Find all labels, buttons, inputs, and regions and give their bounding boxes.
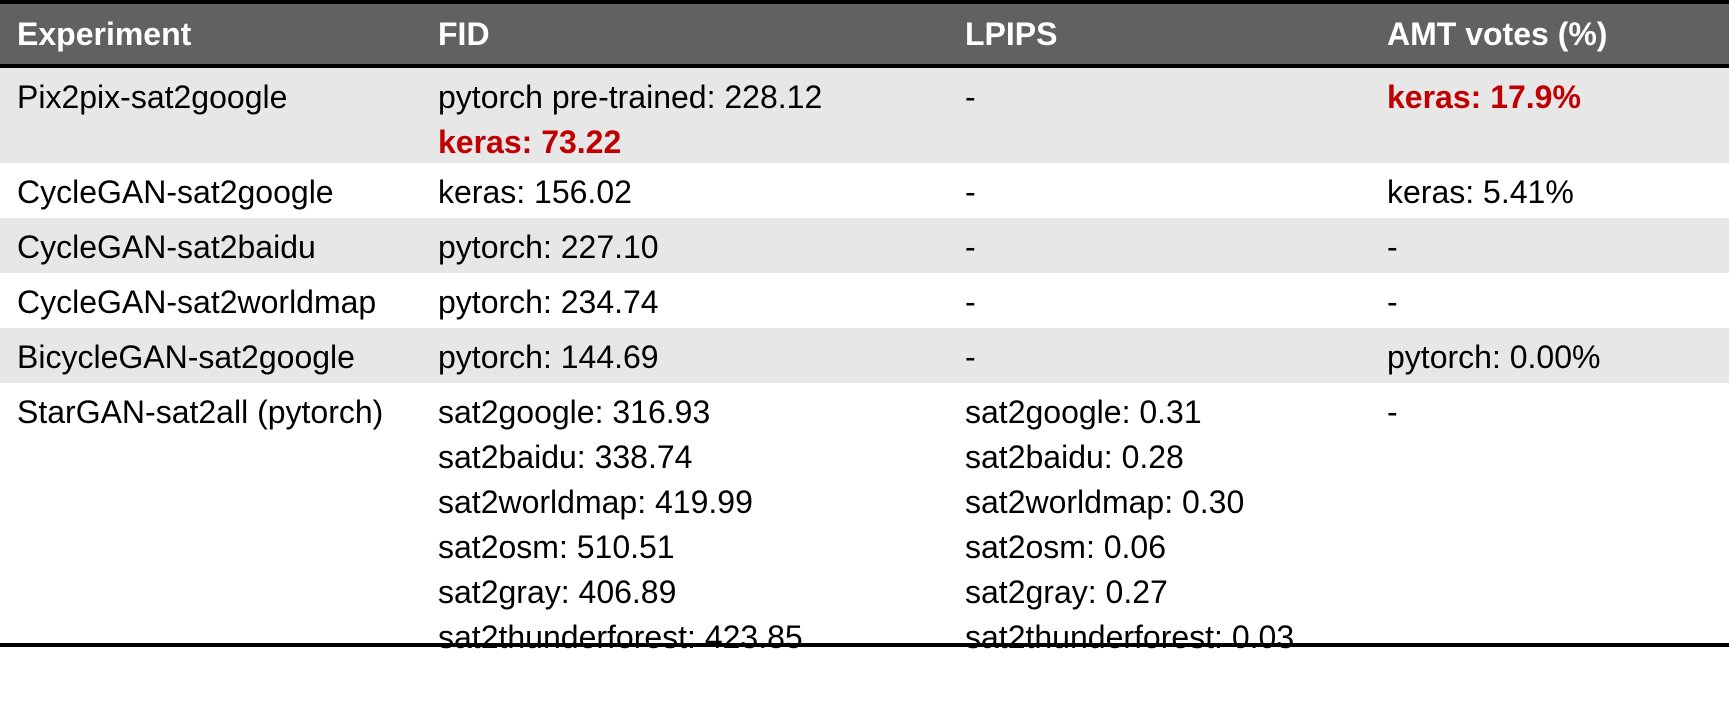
- fid-value-highlight: keras: 73.22: [438, 124, 622, 160]
- amt-value: -: [1387, 229, 1398, 265]
- experiment-cell: BicycleGAN-sat2google: [0, 328, 421, 380]
- lpips-value: -: [965, 339, 976, 375]
- experiment-name: BicycleGAN-sat2google: [17, 339, 355, 375]
- fid-value: sat2baidu: 338.74: [438, 439, 693, 475]
- experiment-cell: CycleGAN-sat2google: [0, 163, 421, 215]
- fid-value: pytorch pre-trained: 228.12: [438, 79, 823, 115]
- lpips-value: -: [965, 174, 976, 210]
- fid-value: sat2osm: 510.51: [438, 529, 675, 565]
- amt-value-highlight: keras: 17.9%: [1387, 79, 1581, 115]
- header-fid: FID: [438, 15, 490, 52]
- fid-value: pytorch: 144.69: [438, 339, 659, 375]
- table-row: CycleGAN-sat2google keras: 156.02 - kera…: [0, 163, 1729, 218]
- experiment-cell: StarGAN-sat2all (pytorch): [0, 383, 421, 435]
- table-row: CycleGAN-sat2baidu pytorch: 227.10 - -: [0, 218, 1729, 273]
- fid-value: sat2thunderforest: 423.85: [438, 619, 803, 655]
- table-row: BicycleGAN-sat2google pytorch: 144.69 - …: [0, 328, 1729, 383]
- experiment-name: CycleGAN-sat2baidu: [17, 229, 316, 265]
- lpips-cell: -: [948, 68, 1370, 120]
- amt-cell: pytorch: 0.00%: [1370, 328, 1729, 380]
- table-row: Pix2pix-sat2google pytorch pre-trained: …: [0, 68, 1729, 163]
- lpips-value: sat2gray: 0.27: [965, 574, 1168, 610]
- table-bottom-rule: [0, 643, 1729, 647]
- lpips-value: -: [965, 79, 976, 115]
- lpips-value: sat2osm: 0.06: [965, 529, 1166, 565]
- experiment-name: Pix2pix-sat2google: [17, 79, 288, 115]
- experiment-name: StarGAN-sat2all (pytorch): [17, 394, 384, 430]
- amt-cell: keras: 5.41%: [1370, 163, 1729, 215]
- table-row: CycleGAN-sat2worldmap pytorch: 234.74 - …: [0, 273, 1729, 328]
- fid-value: sat2gray: 406.89: [438, 574, 677, 610]
- fid-cell: pytorch: 227.10: [421, 218, 948, 270]
- table-row: StarGAN-sat2all (pytorch) sat2google: 31…: [0, 383, 1729, 655]
- fid-cell: keras: 156.02: [421, 163, 948, 215]
- amt-cell: -: [1370, 383, 1729, 435]
- lpips-value: -: [965, 229, 976, 265]
- lpips-value: sat2baidu: 0.28: [965, 439, 1184, 475]
- fid-value: pytorch: 234.74: [438, 284, 659, 320]
- lpips-value: sat2thunderforest: 0.03: [965, 619, 1295, 655]
- lpips-cell: -: [948, 218, 1370, 270]
- amt-value: -: [1387, 394, 1398, 430]
- fid-cell: pytorch pre-trained: 228.12 keras: 73.22: [421, 68, 948, 165]
- fid-value: keras: 156.02: [438, 174, 632, 210]
- results-table: Experiment FID LPIPS AMT votes (%) Pix2p…: [0, 0, 1729, 655]
- header-lpips: LPIPS: [965, 15, 1058, 52]
- amt-cell: -: [1370, 218, 1729, 270]
- fid-value: sat2google: 316.93: [438, 394, 711, 430]
- lpips-cell: -: [948, 328, 1370, 380]
- amt-cell: keras: 17.9%: [1370, 68, 1729, 120]
- fid-value: sat2worldmap: 419.99: [438, 484, 753, 520]
- lpips-value: sat2google: 0.31: [965, 394, 1202, 430]
- lpips-cell: sat2google: 0.31 sat2baidu: 0.28 sat2wor…: [948, 383, 1370, 660]
- amt-value: pytorch: 0.00%: [1387, 339, 1601, 375]
- experiment-cell: CycleGAN-sat2worldmap: [0, 273, 421, 325]
- fid-cell: sat2google: 316.93 sat2baidu: 338.74 sat…: [421, 383, 948, 660]
- experiment-cell: CycleGAN-sat2baidu: [0, 218, 421, 270]
- amt-value: -: [1387, 284, 1398, 320]
- fid-cell: pytorch: 234.74: [421, 273, 948, 325]
- header-amt-votes: AMT votes (%): [1387, 15, 1608, 52]
- experiment-name: CycleGAN-sat2google: [17, 174, 334, 210]
- fid-cell: pytorch: 144.69: [421, 328, 948, 380]
- fid-value: pytorch: 227.10: [438, 229, 659, 265]
- experiment-cell: Pix2pix-sat2google: [0, 68, 421, 120]
- lpips-value: sat2worldmap: 0.30: [965, 484, 1245, 520]
- lpips-cell: -: [948, 163, 1370, 215]
- amt-cell: -: [1370, 273, 1729, 325]
- lpips-cell: -: [948, 273, 1370, 325]
- experiment-name: CycleGAN-sat2worldmap: [17, 284, 377, 320]
- table-header-row: Experiment FID LPIPS AMT votes (%): [0, 4, 1729, 68]
- lpips-value: -: [965, 284, 976, 320]
- amt-value: keras: 5.41%: [1387, 174, 1574, 210]
- table-top-rule: [0, 0, 1729, 4]
- header-experiment: Experiment: [17, 15, 192, 52]
